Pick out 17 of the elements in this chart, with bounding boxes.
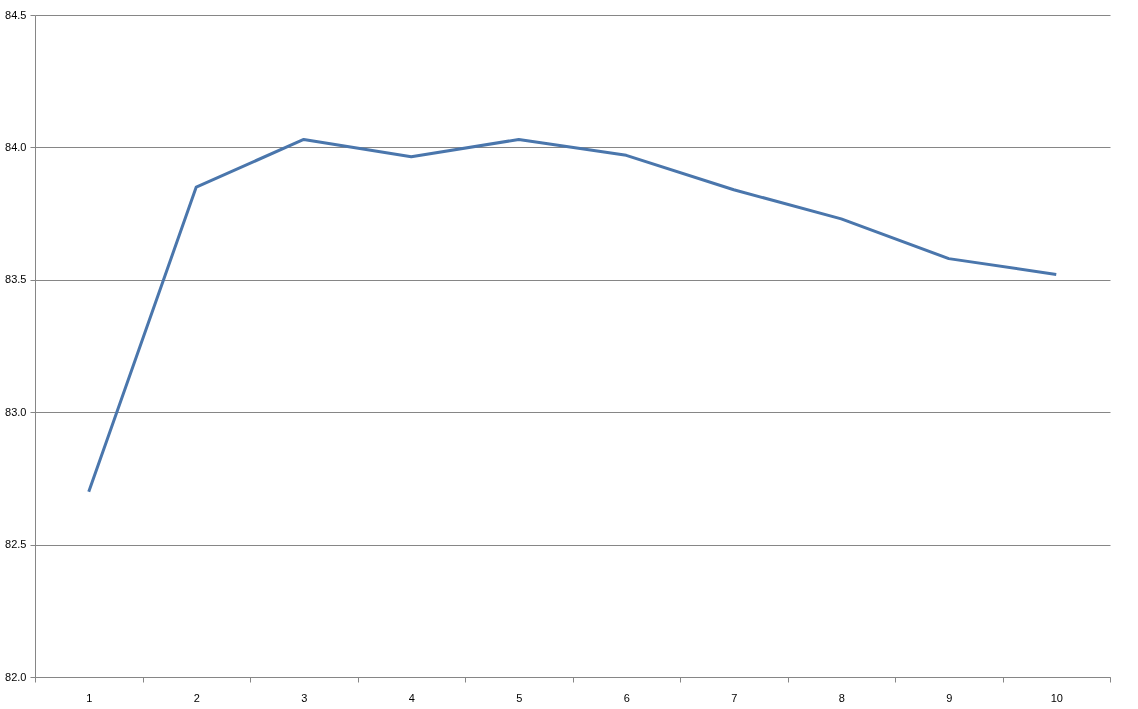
y-tick-label: 82.5 bbox=[5, 538, 27, 551]
x-tick-label: 4 bbox=[408, 691, 415, 704]
x-tick-label: 3 bbox=[301, 691, 308, 704]
x-tick-label: 5 bbox=[516, 691, 523, 704]
x-tick-label: 8 bbox=[838, 691, 845, 704]
x-tick-label: 6 bbox=[623, 691, 630, 704]
y-tick-label: 83.5 bbox=[5, 273, 27, 286]
x-tick-label: 10 bbox=[1050, 691, 1063, 704]
x-tick-label: 7 bbox=[731, 691, 738, 704]
y-tick-label: 84.5 bbox=[5, 8, 27, 21]
line-series bbox=[87, 137, 1058, 494]
x-tick-label: 1 bbox=[86, 691, 93, 704]
y-tick-label: 82.0 bbox=[5, 670, 27, 683]
x-tick-label: 2 bbox=[193, 691, 200, 704]
y-tick-label: 83.0 bbox=[5, 405, 27, 418]
y-tick-label: 84.0 bbox=[5, 140, 27, 153]
x-tick-label: 9 bbox=[946, 691, 953, 704]
